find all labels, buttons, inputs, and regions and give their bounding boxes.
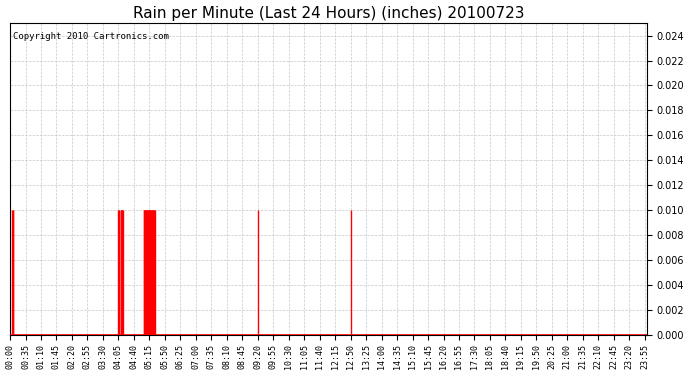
Title: Rain per Minute (Last 24 Hours) (inches) 20100723: Rain per Minute (Last 24 Hours) (inches)…: [132, 6, 524, 21]
Text: Copyright 2010 Cartronics.com: Copyright 2010 Cartronics.com: [13, 33, 169, 42]
